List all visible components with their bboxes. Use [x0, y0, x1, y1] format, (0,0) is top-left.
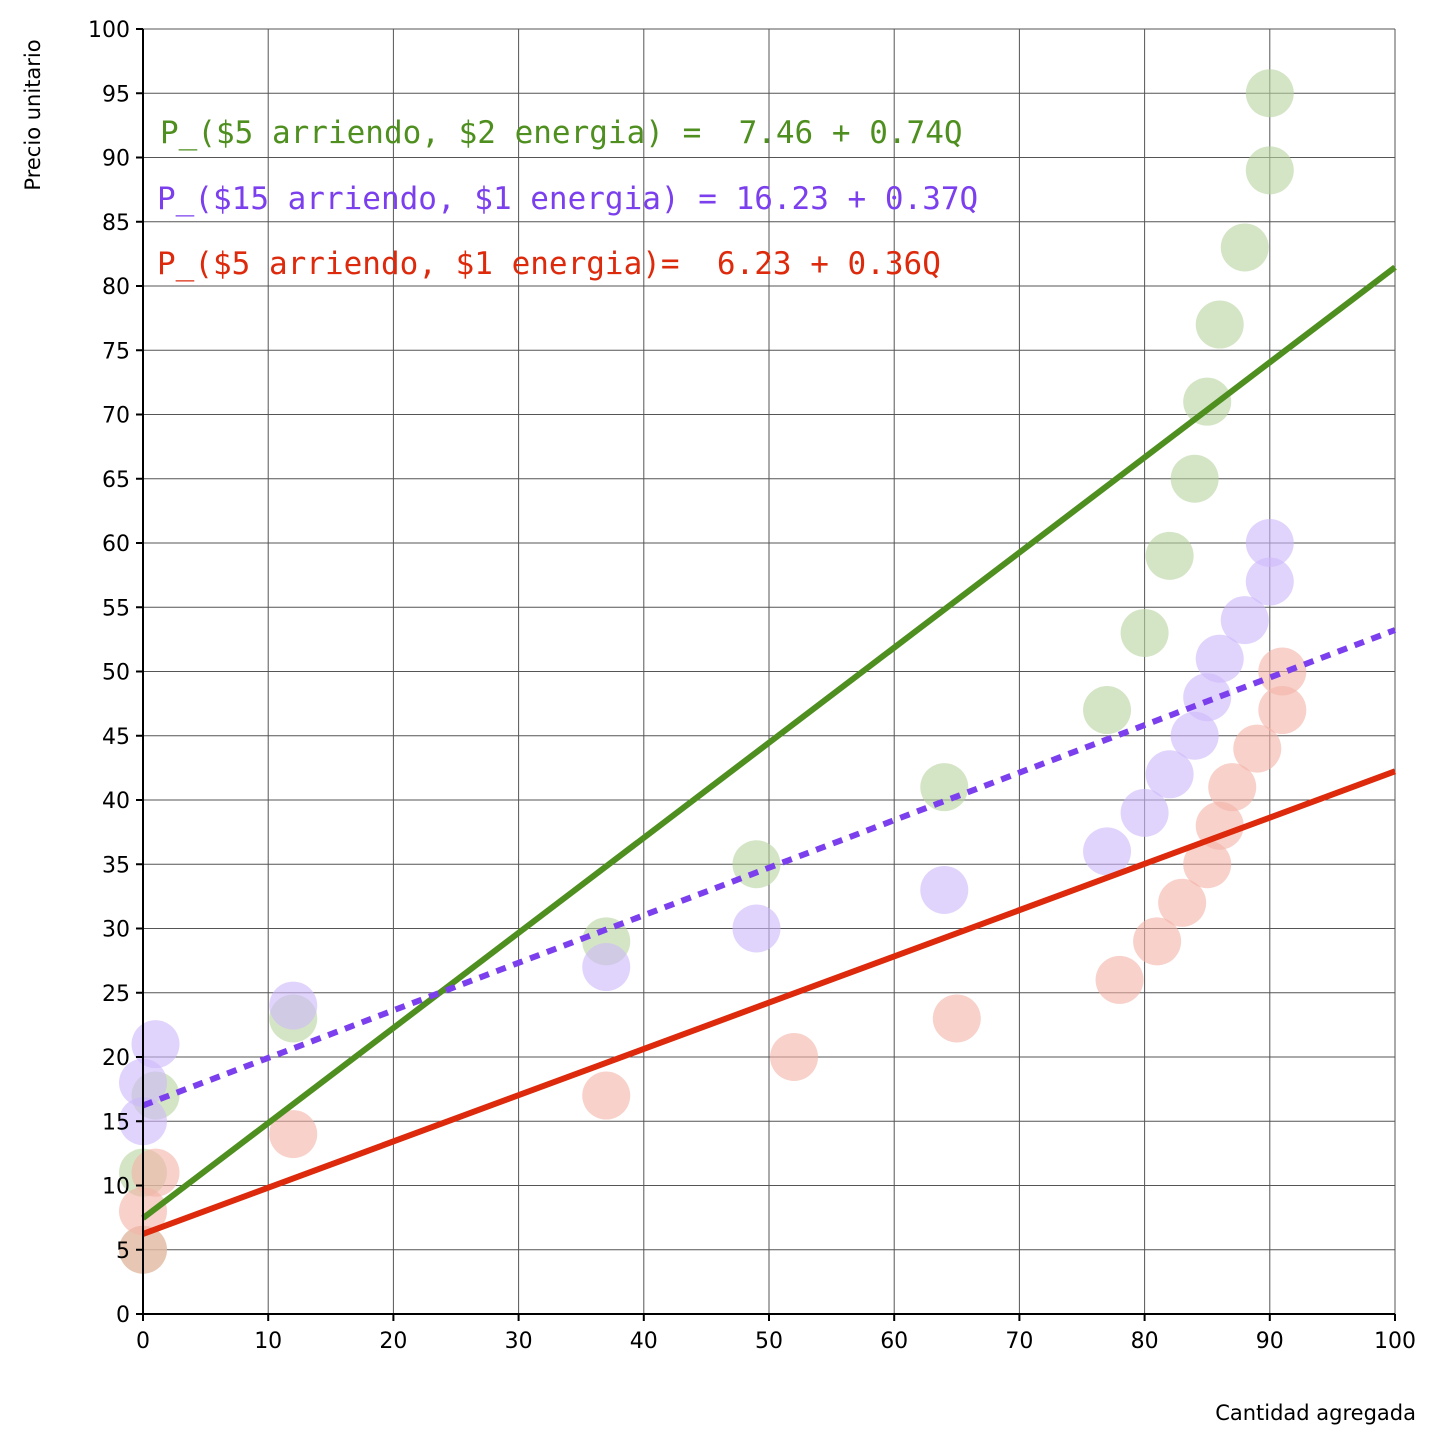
fit-line — [141, 768, 1397, 1237]
y-tick-label: 100 — [88, 18, 130, 43]
data-point — [1195, 300, 1244, 349]
y-tick-label: 0 — [116, 1303, 130, 1328]
x-tick-label: 100 — [1374, 1329, 1416, 1354]
y-tick-label: 85 — [102, 211, 130, 236]
data-point — [1158, 878, 1207, 927]
data-points — [119, 69, 1307, 1274]
y-tick-label: 75 — [102, 339, 130, 364]
data-point — [1208, 763, 1257, 812]
y-tick-label: 70 — [102, 404, 130, 429]
equation-label: P_($5 arriendo, $2 energia) = 7.46 + 0.7… — [160, 115, 963, 151]
equation-label: P_($5 arriendo, $1 energia)= 6.23 + 0.36… — [157, 246, 941, 282]
x-tick-label: 20 — [379, 1329, 407, 1354]
y-tick-label: 5 — [116, 1239, 130, 1264]
x-tick-label: 40 — [630, 1329, 658, 1354]
data-point — [131, 1148, 180, 1197]
data-point — [1145, 531, 1194, 580]
data-point — [1245, 69, 1294, 118]
data-point — [1170, 454, 1219, 503]
data-point — [1233, 724, 1282, 773]
data-point — [1220, 596, 1269, 645]
data-point — [732, 904, 781, 953]
data-point — [770, 1033, 819, 1081]
x-tick-label: 60 — [880, 1329, 908, 1354]
data-point — [1245, 557, 1294, 606]
tick-labels: 0 10 20 30 40 50 60 70 80 90 100 0 5 10 15 20 25 30 35 40 45… — [88, 18, 1416, 1354]
axes — [136, 28, 1396, 1321]
data-point — [932, 994, 981, 1043]
data-point — [269, 981, 318, 1030]
data-point — [1258, 647, 1307, 696]
data-point — [920, 763, 969, 812]
equation-label: P_($15 arriendo, $1 energia) = 16.23 + 0… — [157, 181, 978, 217]
y-tick-label: 60 — [102, 532, 130, 557]
y-tick-label: 45 — [102, 725, 130, 750]
y-tick-label: 55 — [102, 596, 130, 621]
x-tick-label: 30 — [505, 1329, 533, 1354]
x-tick-label: 70 — [1005, 1329, 1033, 1354]
fit-lines — [141, 264, 1397, 1237]
x-tick-label: 90 — [1256, 1329, 1284, 1354]
x-tick-label: 80 — [1131, 1329, 1159, 1354]
data-point — [1195, 634, 1244, 683]
y-tick-label: 15 — [102, 1110, 130, 1135]
data-point — [1183, 840, 1232, 889]
data-point — [920, 865, 969, 914]
fit-line — [141, 627, 1397, 1109]
fit-line — [141, 264, 1397, 1221]
data-point — [582, 943, 631, 992]
x-tick-label: 10 — [254, 1329, 282, 1354]
x-axis-title: Cantidad agregada — [1215, 1401, 1416, 1425]
y-tick-label: 65 — [102, 468, 130, 493]
y-tick-label: 90 — [102, 147, 130, 172]
x-tick-label: 0 — [136, 1329, 150, 1354]
equation-annotations: P_($5 arriendo, $2 energia) = 7.46 + 0.7… — [157, 115, 978, 282]
data-point — [1170, 711, 1219, 760]
data-point — [1183, 377, 1232, 426]
data-point — [1095, 955, 1144, 1004]
data-point — [1245, 519, 1294, 567]
data-point — [1133, 917, 1182, 966]
x-tick-label: 50 — [755, 1329, 783, 1354]
data-point — [732, 840, 781, 889]
data-point — [131, 1020, 180, 1069]
data-point — [1083, 827, 1132, 876]
data-point — [1145, 750, 1194, 799]
y-tick-label: 10 — [102, 1175, 130, 1200]
data-point — [1220, 223, 1269, 272]
y-tick-label: 20 — [102, 1046, 130, 1071]
data-point — [1245, 146, 1294, 195]
y-tick-label: 95 — [102, 82, 130, 107]
y-tick-label: 40 — [102, 789, 130, 814]
y-tick-label: 50 — [102, 661, 130, 686]
y-tick-label: 25 — [102, 982, 130, 1007]
data-point — [1083, 686, 1132, 735]
data-point — [1120, 788, 1169, 837]
y-tick-label: 35 — [102, 853, 130, 878]
y-tick-label: 80 — [102, 275, 130, 300]
data-point — [1120, 608, 1169, 657]
y-tick-label: 30 — [102, 918, 130, 943]
data-point — [582, 1071, 631, 1120]
y-axis-title: Precio unitario — [21, 39, 45, 190]
data-point — [1183, 673, 1232, 722]
data-point — [1258, 686, 1307, 735]
data-point — [269, 1110, 318, 1159]
